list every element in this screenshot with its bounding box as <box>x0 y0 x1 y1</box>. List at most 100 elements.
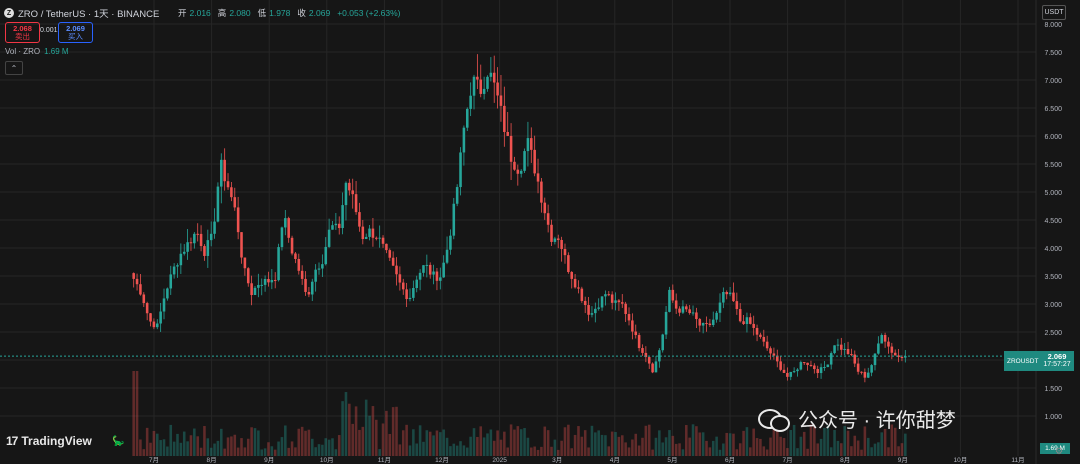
collapse-icon[interactable]: ⌃ <box>5 61 23 75</box>
tradingview-logo[interactable]: 17 TradingView <box>6 434 92 448</box>
volume-bar <box>375 419 378 456</box>
candle-body <box>412 287 415 298</box>
volume-bar <box>806 448 809 456</box>
volume-bar <box>155 433 159 456</box>
candle-body <box>833 345 836 354</box>
candle-body <box>321 264 324 269</box>
volume-bar <box>287 447 290 456</box>
candle-body <box>671 289 675 301</box>
volume-bar <box>492 440 496 456</box>
volume-bar <box>398 444 402 456</box>
candle-body <box>314 269 317 282</box>
symbol-title[interactable]: ZRO / TetherUS · 1天 · BINANCE <box>18 9 160 20</box>
volume-bar <box>789 429 793 456</box>
candle-body <box>395 265 398 275</box>
volume-bar <box>196 436 199 456</box>
volume-bar <box>449 446 452 456</box>
volume-bar <box>792 424 796 456</box>
candle-body <box>199 233 203 247</box>
candle-body <box>634 331 638 336</box>
volume-bar <box>442 429 445 456</box>
currency-button[interactable]: USDT <box>1042 5 1066 20</box>
close-value: 2.069 <box>308 8 331 18</box>
candle-body <box>287 218 290 238</box>
volume-bar <box>469 436 472 456</box>
x-tick-label: 11月 <box>1011 456 1024 464</box>
volume-bar <box>893 427 897 456</box>
volume-bar <box>199 447 203 456</box>
candle-body <box>240 232 243 258</box>
y-tick-label: 1.000 <box>1044 414 1062 421</box>
candle-body <box>203 246 206 256</box>
candle-body <box>233 197 237 208</box>
volume-bar <box>755 438 759 456</box>
candle-body <box>637 335 641 349</box>
volume-bar <box>348 403 351 456</box>
candle-body <box>860 371 863 373</box>
sell-price: 2.068 <box>13 23 32 33</box>
y-tick-label: 4.500 <box>1044 218 1062 225</box>
volume-bar <box>213 443 216 456</box>
candle-body <box>428 264 432 275</box>
volume-badge: 1.69 M <box>1040 443 1070 454</box>
volume-bar <box>870 447 873 456</box>
candle-body <box>813 365 816 370</box>
volume-bar <box>482 437 486 456</box>
candle-body <box>391 257 395 266</box>
spread-value: 0.001 <box>40 27 58 34</box>
candle-body <box>526 138 530 152</box>
candle-body <box>418 272 422 280</box>
sell-button[interactable]: 2.068 卖出 <box>5 22 40 43</box>
candle-body <box>432 271 435 275</box>
volume-bar <box>799 436 803 456</box>
candle-body <box>691 312 695 314</box>
volume-bar <box>445 437 449 456</box>
candle-body <box>674 300 678 309</box>
candle-body <box>533 149 536 174</box>
volume-bar <box>637 445 641 456</box>
volume-bar <box>422 441 425 456</box>
candle-body <box>654 361 658 373</box>
volume-bar <box>701 432 705 456</box>
gear-icon[interactable]: ⚙ <box>1055 446 1064 456</box>
volume-legend[interactable]: Vol · ZRO 1.69 M <box>5 47 69 56</box>
candle-body <box>877 343 880 354</box>
volume-bar <box>620 435 624 456</box>
volume-bar <box>243 447 247 456</box>
candle-body <box>563 248 567 256</box>
candle-body <box>469 95 472 109</box>
volume-bar <box>203 426 206 456</box>
candle-body <box>139 284 142 295</box>
change-value: +0.053 (+2.63%) <box>337 8 401 18</box>
volume-bar <box>533 446 536 456</box>
buy-button[interactable]: 2.069 买入 <box>58 22 93 43</box>
candle-body <box>445 249 449 263</box>
volume-bar <box>267 442 270 456</box>
volume-bar <box>536 449 540 456</box>
candle-body <box>465 108 469 128</box>
candle-body <box>843 348 846 350</box>
candle-body <box>688 309 691 314</box>
volume-bar <box>530 447 533 456</box>
volume-bar <box>671 435 675 456</box>
candle-body <box>334 223 338 226</box>
candle-body <box>627 314 631 321</box>
candle-body <box>651 363 654 373</box>
candle-body <box>145 303 149 314</box>
volume-bar <box>819 438 823 456</box>
wechat-watermark: 公众号 · 许你甜梦 <box>758 404 956 433</box>
candle-body <box>644 352 648 358</box>
candle-body <box>607 294 611 296</box>
candle-body <box>796 369 799 372</box>
candle-body <box>904 356 907 358</box>
candle-body <box>749 317 752 324</box>
x-tick-label: 11月 <box>378 456 391 464</box>
candle-body <box>556 238 560 240</box>
x-tick-label: 9月 <box>898 456 908 464</box>
candle-body <box>553 238 557 242</box>
x-tick-label: 9月 <box>264 456 274 464</box>
dinosaur-icon[interactable]: 🦕 <box>112 436 125 447</box>
volume-bar <box>182 431 186 456</box>
candle-body <box>769 348 772 354</box>
